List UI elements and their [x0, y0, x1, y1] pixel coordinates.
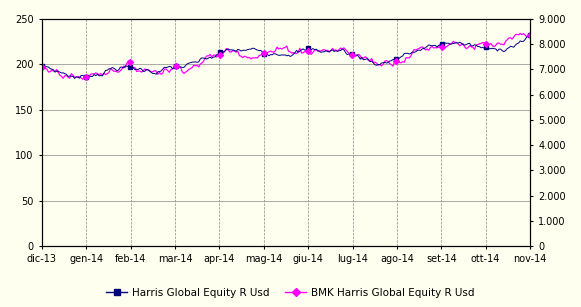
- BMK Harris Global Equity R Usd: [79, 77, 86, 81]
- BMK Harris Global Equity R Usd: [38, 65, 45, 69]
- Harris Global Equity R Usd: [331, 50, 338, 53]
- BMK Harris Global Equity R Usd: [526, 33, 533, 37]
- Harris Global Equity R Usd: [38, 64, 45, 68]
- BMK Harris Global Equity R Usd: [329, 47, 336, 50]
- Legend: Harris Global Equity R Usd, BMK Harris Global Equity R Usd: Harris Global Equity R Usd, BMK Harris G…: [102, 283, 479, 302]
- BMK Harris Global Equity R Usd: [482, 42, 489, 46]
- Harris Global Equity R Usd: [329, 48, 336, 52]
- BMK Harris Global Equity R Usd: [40, 67, 47, 70]
- Harris Global Equity R Usd: [40, 63, 47, 67]
- Harris Global Equity R Usd: [339, 47, 346, 51]
- Harris Global Equity R Usd: [482, 45, 489, 49]
- BMK Harris Global Equity R Usd: [339, 47, 346, 51]
- BMK Harris Global Equity R Usd: [331, 49, 338, 52]
- Harris Global Equity R Usd: [451, 41, 458, 45]
- Line: Harris Global Equity R Usd: Harris Global Equity R Usd: [42, 35, 530, 79]
- Harris Global Equity R Usd: [526, 33, 533, 37]
- BMK Harris Global Equity R Usd: [451, 41, 458, 44]
- Line: BMK Harris Global Equity R Usd: BMK Harris Global Equity R Usd: [42, 33, 530, 79]
- BMK Harris Global Equity R Usd: [517, 32, 523, 35]
- Harris Global Equity R Usd: [84, 77, 91, 80]
